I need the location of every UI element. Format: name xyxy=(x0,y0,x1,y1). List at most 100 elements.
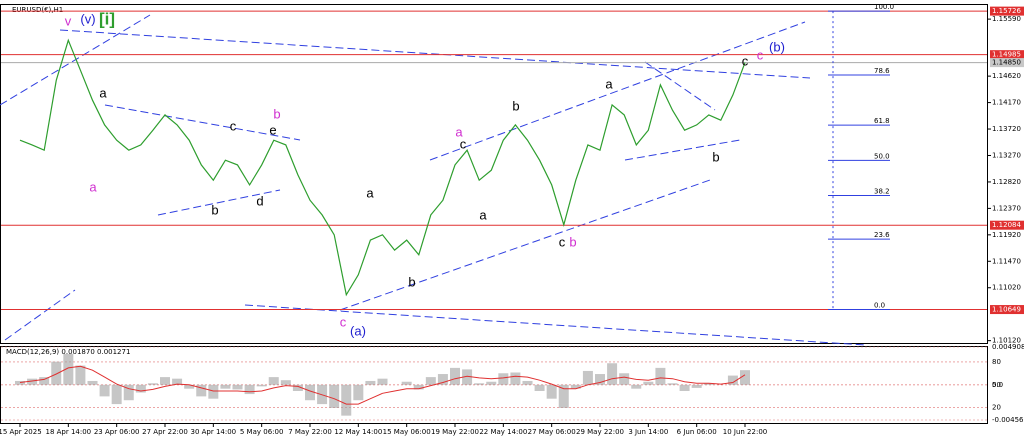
macd-bar xyxy=(582,370,593,385)
macd-bar xyxy=(172,378,183,385)
macd-bar xyxy=(401,381,412,385)
fib-label: 61.8 xyxy=(874,117,890,125)
x-tick-label: 7 May 22:00 xyxy=(288,428,332,436)
macd-bar xyxy=(196,384,207,397)
macd-bar xyxy=(413,384,424,390)
macd-bar xyxy=(558,384,569,408)
macd-bar xyxy=(99,384,110,397)
y-tick-label: 1.12820 xyxy=(992,178,1021,186)
macd-bar xyxy=(160,377,170,385)
fib-label: 78.6 xyxy=(874,67,890,75)
macd-bar xyxy=(474,383,485,385)
macd-bar xyxy=(486,381,497,385)
price-line xyxy=(19,38,746,297)
level-tag xyxy=(990,50,1024,60)
macd-bar xyxy=(631,384,642,389)
wave-label: c xyxy=(559,234,566,249)
wave-label: b xyxy=(408,274,415,289)
level-label: 1.14985 xyxy=(992,51,1021,59)
wave-label: b xyxy=(512,98,519,113)
macd-bar xyxy=(437,374,448,385)
x-tick-label: 27 Apr 22:00 xyxy=(142,428,188,436)
macd-frame xyxy=(0,346,988,424)
macd-bar xyxy=(727,375,738,385)
y-tick-label: 1.13720 xyxy=(992,125,1021,133)
price-frame xyxy=(0,4,988,344)
x-tick-label: 10 Jun 22:00 xyxy=(723,428,767,436)
macd-bar xyxy=(244,384,255,395)
wave-label: c xyxy=(230,118,237,133)
trend-line xyxy=(429,21,806,161)
x-tick-label: 15 Apr 2025 xyxy=(0,428,42,436)
wave-label: a xyxy=(366,185,374,200)
y-tick-label: 1.15590 xyxy=(992,15,1021,23)
macd-bar xyxy=(667,383,678,385)
wave-label: (a) xyxy=(350,323,366,338)
macd-bar xyxy=(679,384,690,391)
trend-line xyxy=(244,304,866,346)
macd-bar xyxy=(15,380,25,385)
macd-bar xyxy=(522,380,533,385)
level-label: 1.10649 xyxy=(992,306,1021,314)
macd-bar xyxy=(655,367,666,385)
macd-bar xyxy=(570,384,581,389)
wave-label: a xyxy=(605,76,613,91)
macd-tick-label: 50 xyxy=(992,381,1001,389)
wave-label: (v) xyxy=(80,11,95,26)
macd-bar xyxy=(63,353,74,385)
x-tick-label: 6 Jun 06:00 xyxy=(677,428,717,436)
signal-line xyxy=(19,365,746,405)
macd-bar xyxy=(462,369,473,385)
wave-label: c xyxy=(742,53,749,68)
level-label: 1.15726 xyxy=(992,7,1021,15)
macd-bar xyxy=(51,361,62,385)
macd-bar xyxy=(256,384,267,387)
wave-label: a xyxy=(89,179,97,194)
macd-bar xyxy=(220,384,231,389)
macd-bar xyxy=(75,365,86,385)
x-tick-label: 5 May 06:00 xyxy=(240,428,284,436)
x-tick-label: 22 May 14:00 xyxy=(479,428,527,436)
macd-bar xyxy=(643,381,654,385)
macd-bar xyxy=(595,374,605,385)
macd-bar xyxy=(184,384,195,389)
wave-label: b xyxy=(569,234,576,249)
wave-label: e xyxy=(269,122,276,137)
macd-bar xyxy=(268,377,279,385)
macd-tick-label: 0.0 xyxy=(992,381,1003,389)
macd-bar xyxy=(39,377,50,385)
y-tick-label: 1.11920 xyxy=(992,231,1021,239)
x-tick-label: 19 May 22:00 xyxy=(431,428,479,436)
macd-tick-label: 80 xyxy=(992,358,1001,366)
macd-bar xyxy=(450,367,460,385)
macd-bar xyxy=(740,370,750,385)
trend-line xyxy=(644,61,716,111)
wave-label: c xyxy=(340,314,347,329)
macd-bar xyxy=(280,380,291,385)
fib-label: 23.6 xyxy=(874,231,890,239)
fib-label: 50.0 xyxy=(874,152,890,160)
wave-label: [i] xyxy=(99,9,115,28)
wave-label: c xyxy=(460,136,467,151)
level-tag xyxy=(990,220,1024,230)
x-tick-label: 12 May 14:00 xyxy=(334,428,382,436)
wave-label: v xyxy=(65,13,72,28)
macd-bar xyxy=(292,384,303,391)
x-tick-label: 15 May 06:00 xyxy=(383,428,431,436)
y-tick-label: 1.14170 xyxy=(992,99,1021,107)
trend-line xyxy=(339,179,711,311)
chart-title: EURUSD(€),H1 xyxy=(12,6,63,14)
macd-bar xyxy=(353,384,364,401)
last-price-label: 1.14850 xyxy=(992,59,1021,67)
x-tick-label: 3 Jun 14:00 xyxy=(628,428,668,436)
macd-bar xyxy=(123,384,134,401)
trend-line xyxy=(157,189,281,216)
macd-bar xyxy=(425,377,436,385)
x-tick-label: 27 May 06:00 xyxy=(528,428,576,436)
x-tick-label: 23 Apr 06:00 xyxy=(94,428,140,436)
y-tick-label: 1.11020 xyxy=(992,284,1021,292)
macd-bar xyxy=(232,384,243,390)
macd-bar xyxy=(111,384,122,405)
macd-bar xyxy=(691,384,702,388)
wave-label: (b) xyxy=(769,39,785,54)
